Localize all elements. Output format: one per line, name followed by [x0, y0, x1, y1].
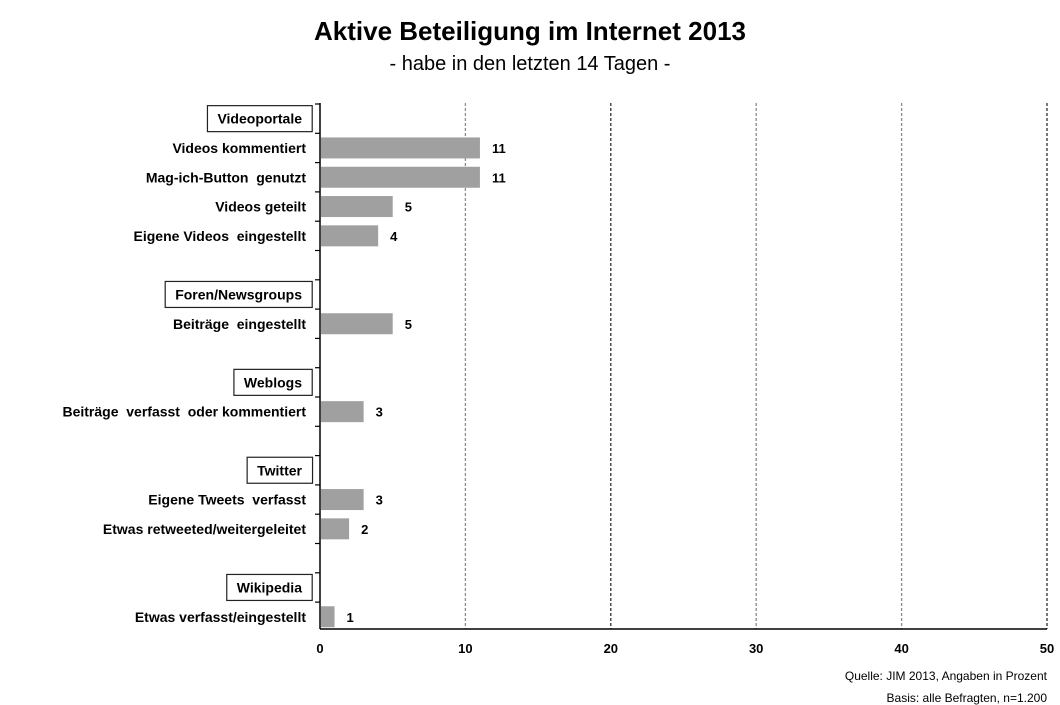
group-heading: Weblogs [233, 368, 313, 396]
bar [321, 518, 350, 540]
category-label: Eigene Tweets verfasst [148, 492, 306, 508]
group-label: Foren/Newsgroups [175, 286, 302, 302]
x-tick-label-50: 50 [1040, 641, 1054, 656]
group-heading: Wikipedia [226, 573, 313, 602]
category-labels: Videoportale Videos kommentiert Mag-ich-Bu… [62, 105, 314, 625]
bar [321, 166, 480, 188]
data-label: 11 [492, 170, 506, 185]
group-heading: Twitter [246, 456, 314, 484]
bar [321, 489, 364, 511]
group-label-box [164, 280, 313, 309]
category-label: Beiträge verfasst oder kommentiert [62, 404, 306, 420]
bar [321, 606, 335, 628]
category-label: Mag-ich-Button genutzt [146, 169, 307, 185]
x-tick-label-30: 30 [749, 641, 763, 656]
bar [321, 313, 393, 335]
axes: 0 10 20 30 40 50 [315, 103, 1054, 656]
group-label-box [206, 105, 313, 133]
group-label: Wikipedia [237, 579, 302, 595]
x-tick-label-20: 20 [604, 641, 618, 656]
bar [321, 401, 364, 423]
category-label: Videos kommentiert [172, 140, 306, 156]
category-label: Beiträge eingestellt [173, 316, 306, 332]
data-label: 3 [376, 493, 383, 508]
data-label: 1 [347, 610, 354, 625]
data-label: 5 [405, 200, 412, 215]
x-tick-label-10: 10 [458, 641, 472, 656]
category-label: Etwas verfasst/eingestellt [135, 609, 307, 625]
data-label: 4 [390, 229, 398, 244]
x-tick-label-0: 0 [316, 641, 323, 656]
grid-lines [464, 103, 1048, 629]
group-label: Videoportale [217, 111, 302, 127]
category-label: Videos geteilt [215, 199, 306, 215]
source-note: Quelle: JIM 2013, Angaben in Prozent [845, 669, 1048, 683]
group-label-box [226, 573, 313, 602]
category-label: Eigene Videos eingestellt [134, 228, 307, 244]
category-label: Etwas retweeted/weitergeleitet [103, 521, 306, 537]
data-label: 11 [492, 141, 506, 156]
group-heading: Videoportale [206, 105, 313, 133]
bar [321, 196, 393, 218]
group-heading: Foren/Newsgroups [164, 280, 313, 309]
group-label-box [233, 368, 313, 396]
chart-subtitle: - habe in den letzten 14 Tagen - [390, 53, 671, 75]
data-label: 5 [405, 317, 412, 332]
x-tick-label-40: 40 [894, 641, 908, 656]
basis-note: Basis: alle Befragten, n=1.200 [887, 691, 1048, 705]
data-label: 2 [361, 522, 368, 537]
group-label: Weblogs [244, 374, 302, 390]
group-label-box [246, 456, 314, 484]
group-label: Twitter [257, 462, 302, 478]
bar [321, 137, 480, 159]
bar [321, 225, 379, 247]
chart-title: Aktive Beteiligung im Internet 2013 [314, 16, 746, 46]
data-label: 3 [376, 405, 383, 420]
